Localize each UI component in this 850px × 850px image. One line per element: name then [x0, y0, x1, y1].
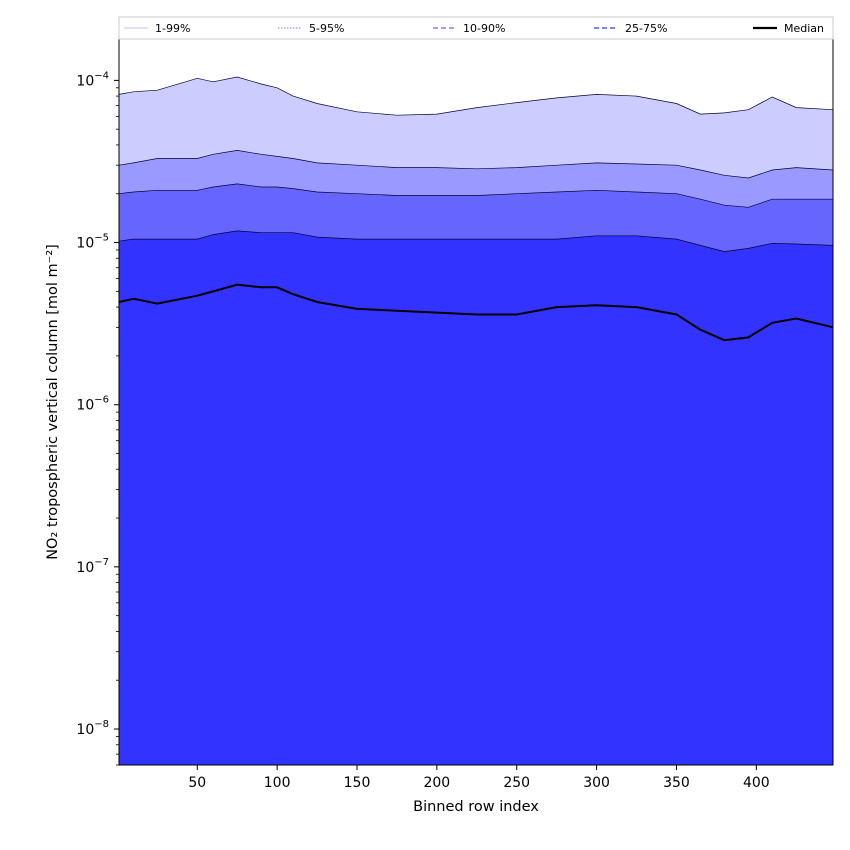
x-tick-label: 350 — [663, 775, 690, 791]
x-axis: 50 100 150 200 250 300 350 400 — [188, 765, 770, 791]
y-axis-label: NO₂ tropospheric vertical column [mol m⁻… — [45, 244, 61, 560]
x-tick-label: 100 — [264, 775, 291, 791]
percentile-bands — [119, 76, 833, 765]
median-series — [119, 283, 833, 342]
y-tick-label: 10−5 — [76, 233, 109, 252]
x-tick-label: 150 — [344, 775, 371, 791]
band-upper-edge-4 — [119, 230, 833, 252]
y-axis: 10−8 10−7 10−6 10−5 10−4 — [76, 70, 119, 766]
x-tick-label: 400 — [743, 775, 770, 791]
legend-label: 1-99% — [155, 22, 190, 35]
y-tick-label: 10−6 — [76, 395, 109, 414]
legend-label: 25-75% — [625, 22, 667, 35]
legend-label: Median — [784, 22, 824, 35]
legend-label: 5-95% — [309, 22, 344, 35]
band-upper-edge-2 — [119, 150, 833, 179]
y-tick-label: 10−7 — [76, 557, 109, 576]
band-upper-edge-1 — [119, 76, 833, 116]
legend-label: 10-90% — [463, 22, 505, 35]
x-axis-label: Binned row index — [413, 799, 539, 815]
y-tick-label: 10−8 — [76, 719, 109, 738]
x-tick-label: 250 — [503, 775, 530, 791]
median-line — [119, 283, 833, 342]
legend-box — [118, 16, 834, 40]
x-tick-label: 200 — [423, 775, 450, 791]
y-tick-label: 10−4 — [76, 70, 109, 89]
band-area-4 — [119, 230, 833, 765]
legend: 1-99% 5-95% 10-90% 25-75% Median — [118, 16, 834, 40]
x-tick-label: 300 — [583, 775, 610, 791]
x-tick-label: 50 — [188, 775, 206, 791]
band-upper-edge-3 — [119, 183, 833, 208]
